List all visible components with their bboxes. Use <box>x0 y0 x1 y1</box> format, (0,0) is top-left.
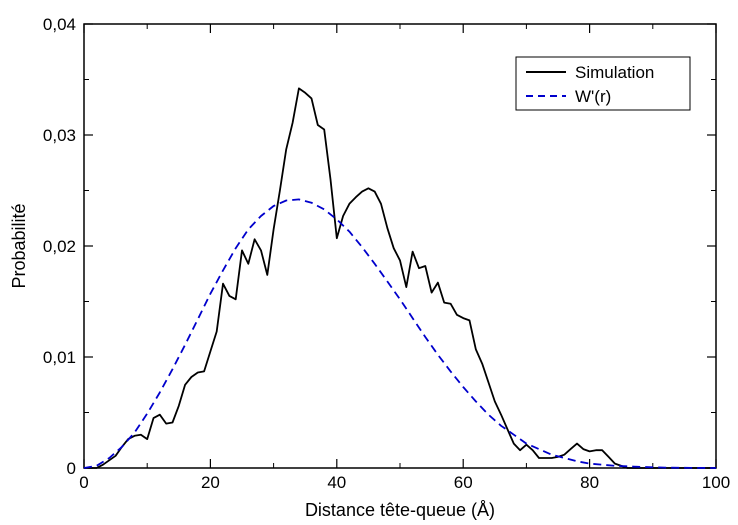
x-axis-ticks: 0 20 40 60 80 100 <box>79 24 730 492</box>
y-axis-ticks: 0 0,01 0,02 0,03 0,04 <box>43 15 716 478</box>
legend-label-wr: W'(r) <box>575 87 611 106</box>
x-tick-label: 80 <box>580 473 599 492</box>
series-line-wr <box>83 198 717 469</box>
legend-box <box>515 56 691 111</box>
x-axis-label: Distance tête-queue (Å) <box>305 500 495 520</box>
x-tick-label: 60 <box>454 473 473 492</box>
y-axis-label: Probabilité <box>9 203 29 288</box>
y-tick-label: 0,04 <box>43 15 76 34</box>
y-tick-label: 0,03 <box>43 126 76 145</box>
x-tick-label: 100 <box>702 473 730 492</box>
series-line-simulation <box>84 87 716 469</box>
legend-label-simulation: Simulation <box>575 63 654 82</box>
x-tick-label: 20 <box>201 473 220 492</box>
x-tick-label: 0 <box>79 473 88 492</box>
series-layer <box>83 87 717 469</box>
y-tick-label: 0,02 <box>43 237 76 256</box>
x-tick-label: 40 <box>327 473 346 492</box>
y-tick-label: 0 <box>67 459 76 478</box>
legend: Simulation W'(r) <box>515 56 691 111</box>
y-tick-label: 0,01 <box>43 348 76 367</box>
